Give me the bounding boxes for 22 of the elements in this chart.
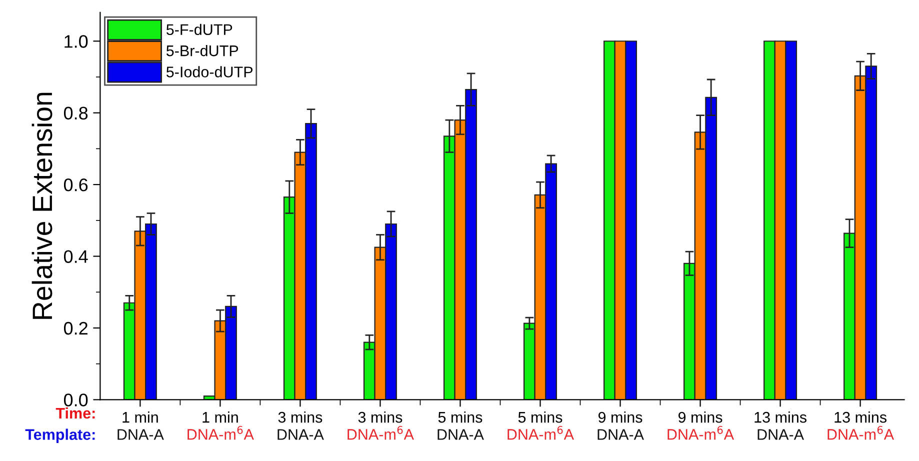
y-tick-label: 0.4 [64, 250, 88, 263]
category-label: 9 mins DNA-A [598, 411, 644, 440]
y-tick-label: 0.2 [64, 322, 88, 335]
category-label: 9 mins DNA-m$^{6}$A [668, 411, 734, 440]
y-tick-label: 0.0 [64, 394, 88, 406]
category-label: 5 mins DNA-A [438, 411, 484, 440]
y-axis-title: Relative Extension [32, 92, 52, 319]
category-label: 13 mins DNA-m$^{6}$A [828, 411, 894, 440]
legend-label: 5-Br-dUTP [166, 44, 238, 56]
text: Time: [56, 407, 95, 419]
category-label: 3 mins DNA-A [278, 411, 324, 440]
category-label: 13 mins DNA-A [754, 411, 806, 440]
text: Template: [25, 428, 95, 443]
category-label: 1 min DNA-A [118, 411, 164, 440]
category-label: 5 mins DNA-m$^{6}$A [508, 411, 574, 440]
category-label: 1 min DNA-m$^{6}$A [188, 411, 254, 440]
legend-label: 5-Iodo-dUTP [166, 66, 253, 78]
category-label: 3 mins DNA-m$^{6}$A [348, 411, 414, 440]
legend-label: 5-F-dUTP [166, 24, 232, 36]
y-tick-label: 1.0 [64, 35, 88, 48]
y-tick-label: 0.6 [64, 178, 88, 192]
y-tick-label: 0.8 [64, 106, 88, 120]
